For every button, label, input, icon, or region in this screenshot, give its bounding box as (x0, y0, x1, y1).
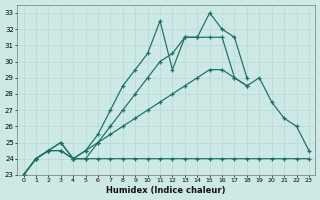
X-axis label: Humidex (Indice chaleur): Humidex (Indice chaleur) (107, 186, 226, 195)
